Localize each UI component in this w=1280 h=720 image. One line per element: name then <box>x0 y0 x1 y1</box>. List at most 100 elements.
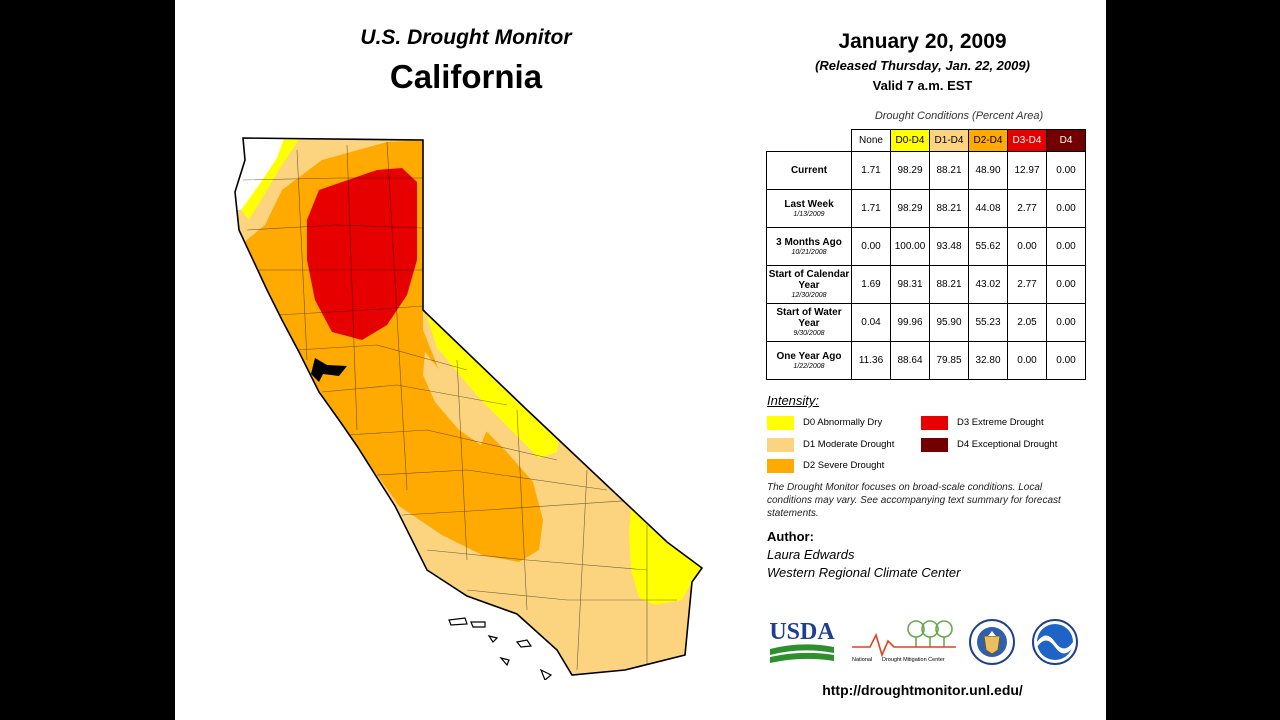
column-header: D4 <box>1046 129 1086 152</box>
row-label: One Year Ago 1/22/2008 <box>766 341 852 380</box>
table-cell: 0.00 <box>1046 265 1086 304</box>
column-header: None <box>851 129 891 152</box>
page-title: U.S. Drought Monitor <box>360 26 572 49</box>
d1-region-interior <box>423 352 487 445</box>
legend-label: D1 Moderate Drought <box>803 439 895 450</box>
row-label: Start of Calendar Year 12/30/2008 <box>766 265 852 304</box>
table-cell: 11.36 <box>851 341 891 380</box>
table-cell: 0.00 <box>1046 303 1086 342</box>
drought-conditions-table: None D0-D4 D1-D4 D2-D4 D3-D4 D4 Current … <box>766 129 1086 380</box>
table-cell: 79.85 <box>929 341 969 380</box>
channel-islands <box>448 617 553 680</box>
ndmc-prefix: National <box>852 657 872 663</box>
department-of-commerce-seal <box>969 619 1015 665</box>
legend-swatch <box>921 438 948 452</box>
state-title: California <box>389 58 543 95</box>
table-corner <box>767 130 852 152</box>
table-cell: 0.00 <box>1046 341 1086 380</box>
table-cell: 44.08 <box>968 189 1008 228</box>
county-lines <box>242 141 677 671</box>
row-sublabel: 1/13/2009 <box>793 210 825 218</box>
row-sublabel: 12/30/2008 <box>791 292 827 299</box>
table-cell: 32.80 <box>968 341 1008 380</box>
author-name: Laura Edwards <box>767 547 855 562</box>
table-row: 3 Months Ago 10/21/2008 0.00 100.00 93.48… <box>766 227 1086 266</box>
table-cell: 0.00 <box>1046 151 1086 190</box>
column-header: D2-D4 <box>968 129 1008 152</box>
table-cell: 88.21 <box>929 189 969 228</box>
table-row: Current 1.71 98.29 88.21 48.90 12.97 0.0… <box>766 151 1086 190</box>
legend-title: Intensity: <box>767 393 820 408</box>
table-cell: 1.71 <box>851 151 891 190</box>
column-header: D1-D4 <box>929 129 969 152</box>
valid-time: Valid 7 a.m. EST <box>872 78 973 93</box>
column-header: D0-D4 <box>890 129 930 152</box>
bay-area-water <box>311 358 347 382</box>
table-cell: 88.64 <box>890 341 930 380</box>
table-cell: 1.69 <box>851 265 891 304</box>
table-cell: 98.29 <box>890 151 930 190</box>
table-cell: 0.00 <box>1046 189 1086 228</box>
table-cell: 0.00 <box>1007 341 1047 380</box>
table-cell: 0.04 <box>851 303 891 342</box>
table-cell: 2.77 <box>1007 189 1047 228</box>
usda-logo-text: USDA <box>769 619 835 645</box>
table-cell: 88.21 <box>929 151 969 190</box>
ndmc-logo: National Drought Mitigation Center <box>852 620 956 663</box>
table-cell: 55.62 <box>968 227 1008 266</box>
table-header-row: None D0-D4 D1-D4 D2-D4 D3-D4 D4 <box>767 129 1086 152</box>
row-sublabel: 1/22/2008 <box>793 362 825 370</box>
release-date: (Released Thursday, Jan. 22, 2009) <box>815 58 1030 73</box>
table-caption: Drought Conditions (Percent Area) <box>874 110 1044 122</box>
usda-logo: USDA <box>769 619 835 663</box>
table-cell: 43.02 <box>968 265 1008 304</box>
table-cell: 48.90 <box>968 151 1008 190</box>
table-cell: 93.48 <box>929 227 969 266</box>
table-cell: 0.00 <box>1007 227 1047 266</box>
d0-region-northwest <box>241 138 302 220</box>
legend-label: D3 Extreme Drought <box>957 417 1044 428</box>
table-cell: 98.31 <box>890 265 930 304</box>
disclaimer-note: The Drought Monitor focuses on broad-sca… <box>767 482 1061 519</box>
table-cell: 98.29 <box>890 189 930 228</box>
column-header: D3-D4 <box>1007 129 1047 152</box>
table-cell: 88.21 <box>929 265 969 304</box>
table-row: Start of Calendar Year 12/30/2008 1.69 98… <box>766 265 1086 304</box>
legend-label: D4 Exceptional Drought <box>957 439 1058 450</box>
drought-monitor-sheet: U.S. Drought Monitor California <box>175 0 1106 720</box>
row-label: Current <box>766 151 852 190</box>
table-cell: 12.97 <box>1007 151 1047 190</box>
legend-label: D0 Abnormally Dry <box>803 417 883 428</box>
noaa-seal <box>1032 619 1078 665</box>
table-cell: 1.71 <box>851 189 891 228</box>
california-drought-map <box>234 137 703 680</box>
row-sublabel: 9/30/2008 <box>793 330 825 337</box>
legend-swatch <box>767 416 794 430</box>
table-cell: 100.00 <box>890 227 930 266</box>
d0-region-east <box>425 310 559 458</box>
author-heading: Author: <box>767 529 814 544</box>
legend-label: D2 Severe Drought <box>803 460 885 471</box>
d3-region <box>307 168 417 340</box>
table-row: One Year Ago 1/22/2008 11.36 88.64 79.85 … <box>766 341 1086 380</box>
ndmc-name: Drought Mitigation Center <box>882 657 945 663</box>
table-cell: 0.00 <box>1046 227 1086 266</box>
row-label: 3 Months Ago 10/21/2008 <box>766 227 852 266</box>
table-cell: 55.23 <box>968 303 1008 342</box>
drought-monitor-link[interactable]: http://droughtmonitor.unl.edu/ <box>822 682 1023 698</box>
map-date: January 20, 2009 <box>838 30 1007 53</box>
table-row: Start of Water Year 9/30/2008 0.04 99.96 … <box>766 303 1086 342</box>
table-cell: 0.00 <box>851 227 891 266</box>
row-sublabel: 10/21/2008 <box>791 248 827 256</box>
legend-swatch <box>921 416 948 430</box>
table-row: Last Week 1/13/2009 1.71 98.29 88.21 44.0… <box>766 189 1086 228</box>
legend-swatch <box>767 459 794 473</box>
table-cell: 99.96 <box>890 303 930 342</box>
row-label: Last Week 1/13/2009 <box>766 189 852 228</box>
author-organization: Western Regional Climate Center <box>767 565 961 580</box>
table-cell: 95.90 <box>929 303 969 342</box>
table-cell: 2.77 <box>1007 265 1047 304</box>
legend-swatch <box>767 438 794 452</box>
table-cell: 2.05 <box>1007 303 1047 342</box>
row-label: Start of Water Year 9/30/2008 <box>766 303 852 342</box>
